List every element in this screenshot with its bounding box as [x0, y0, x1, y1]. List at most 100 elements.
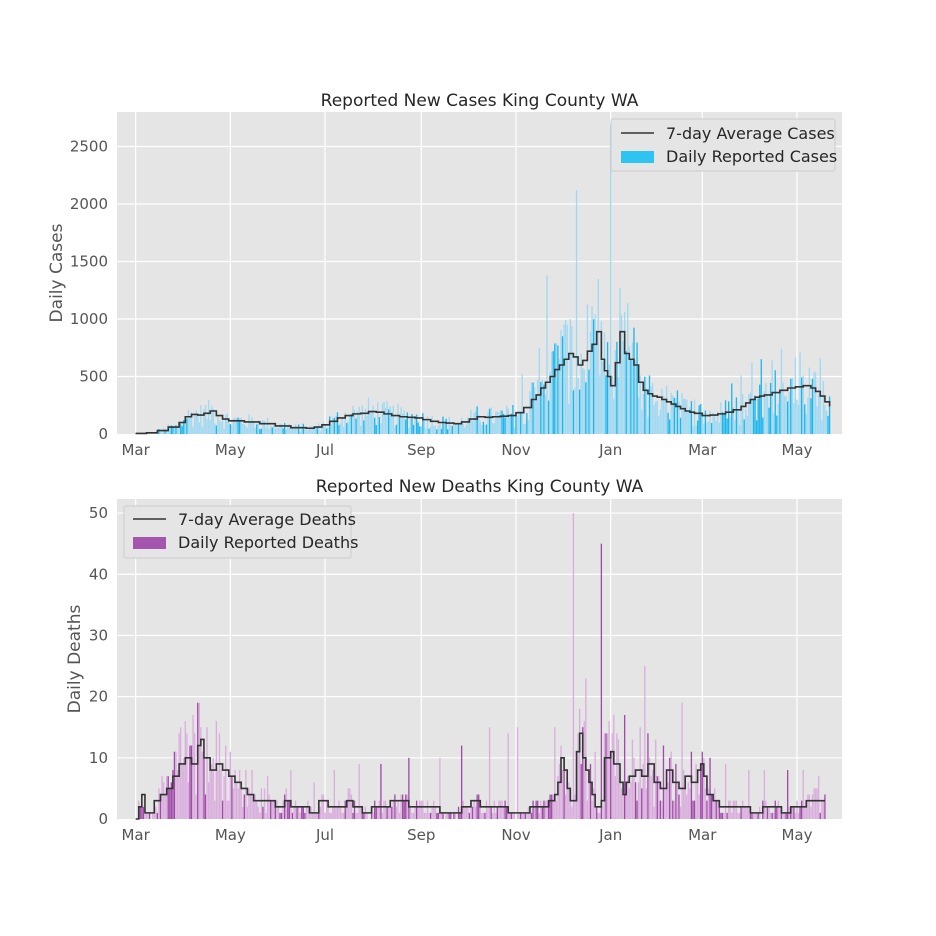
daily-bar — [532, 800, 534, 819]
daily-bar — [594, 751, 596, 819]
daily-bar — [549, 371, 551, 434]
daily-bar — [318, 423, 320, 434]
daily-bar — [229, 424, 231, 434]
daily-bar — [422, 413, 424, 434]
daily-bar — [159, 432, 162, 434]
daily-bar — [741, 394, 744, 434]
daily-bar — [658, 415, 660, 434]
daily-bar — [212, 757, 214, 819]
daily-bar — [506, 806, 508, 819]
daily-bar — [794, 357, 797, 434]
daily-bar — [818, 394, 820, 434]
daily-bar — [814, 788, 817, 819]
daily-bar — [526, 413, 528, 434]
daily-bar — [731, 383, 733, 434]
daily-bar — [358, 763, 360, 819]
daily-bar — [645, 388, 648, 434]
daily-bar — [336, 806, 339, 819]
daily-bar — [709, 410, 711, 434]
daily-bar — [502, 413, 505, 434]
daily-bar — [734, 800, 736, 819]
daily-bar — [777, 403, 780, 434]
daily-bar — [198, 422, 200, 434]
daily-bar — [779, 391, 781, 434]
daily-bar — [349, 415, 351, 434]
daily-bar — [186, 733, 188, 819]
daily-bar — [285, 429, 287, 434]
x-tick-label: Sep — [407, 441, 435, 459]
daily-bar — [776, 806, 778, 819]
x-tick-label: Sep — [407, 826, 435, 844]
daily-bar — [811, 794, 814, 819]
daily-bar — [470, 800, 472, 819]
daily-bar — [198, 702, 200, 819]
daily-bar — [777, 800, 780, 819]
daily-bar — [799, 806, 801, 819]
daily-bar — [218, 733, 221, 819]
daily-bar — [360, 806, 362, 819]
daily-bar — [610, 757, 612, 819]
daily-bar — [637, 782, 640, 819]
daily-bar — [537, 800, 539, 819]
daily-bar — [791, 806, 793, 819]
daily-bar — [406, 412, 408, 434]
daily-bar — [808, 367, 811, 434]
daily-bar — [664, 788, 666, 819]
daily-bar — [353, 410, 356, 434]
daily-bar — [704, 788, 707, 819]
daily-bar — [766, 806, 769, 819]
daily-bar — [437, 812, 440, 819]
daily-bar — [648, 757, 651, 819]
y-tick-label: 40 — [89, 565, 108, 583]
deaths-y-label: Daily Deaths — [65, 605, 85, 714]
daily-bar — [724, 763, 727, 819]
daily-bar — [723, 413, 725, 434]
daily-bar — [693, 399, 696, 434]
daily-bar — [467, 806, 469, 819]
daily-bar — [161, 776, 163, 819]
x-tick-label: Mar — [121, 441, 150, 459]
daily-bar — [521, 374, 523, 434]
daily-bar — [821, 800, 823, 819]
daily-bar — [451, 425, 453, 434]
cases-legend-bar-label: Daily Reported Cases — [666, 147, 837, 166]
daily-bar — [350, 413, 353, 434]
daily-bar — [344, 800, 346, 819]
daily-bar — [263, 788, 266, 819]
daily-bar — [352, 812, 354, 819]
daily-bar — [482, 421, 485, 434]
daily-bar — [478, 794, 480, 819]
daily-bar — [721, 812, 724, 819]
daily-bar — [768, 407, 770, 434]
daily-bar — [372, 405, 374, 434]
daily-bar — [667, 412, 669, 434]
daily-bar — [552, 794, 554, 819]
daily-bar — [540, 381, 542, 434]
daily-bar — [515, 415, 517, 434]
daily-bar — [619, 770, 621, 819]
daily-bar — [597, 279, 599, 434]
daily-bar — [588, 770, 590, 819]
daily-bar — [752, 398, 755, 434]
daily-bar — [498, 800, 500, 819]
daily-bar — [566, 776, 568, 819]
daily-bar — [734, 420, 736, 434]
daily-bar — [565, 794, 567, 819]
daily-bar — [675, 763, 677, 819]
daily-bar — [558, 763, 561, 819]
daily-bar — [496, 411, 499, 434]
daily-bar — [745, 806, 747, 819]
cases-legend-avg-label: 7-day Average Cases — [666, 124, 835, 143]
daily-bar — [280, 812, 283, 819]
daily-bar — [460, 417, 463, 434]
daily-bar — [256, 800, 258, 819]
daily-bar — [361, 812, 363, 819]
daily-bar — [614, 350, 617, 434]
daily-bar — [774, 800, 776, 819]
daily-bar — [412, 424, 415, 434]
daily-bar — [145, 812, 148, 819]
daily-bar — [260, 788, 263, 819]
daily-bar — [265, 427, 267, 434]
daily-bar — [655, 739, 657, 819]
daily-bar — [583, 369, 585, 434]
